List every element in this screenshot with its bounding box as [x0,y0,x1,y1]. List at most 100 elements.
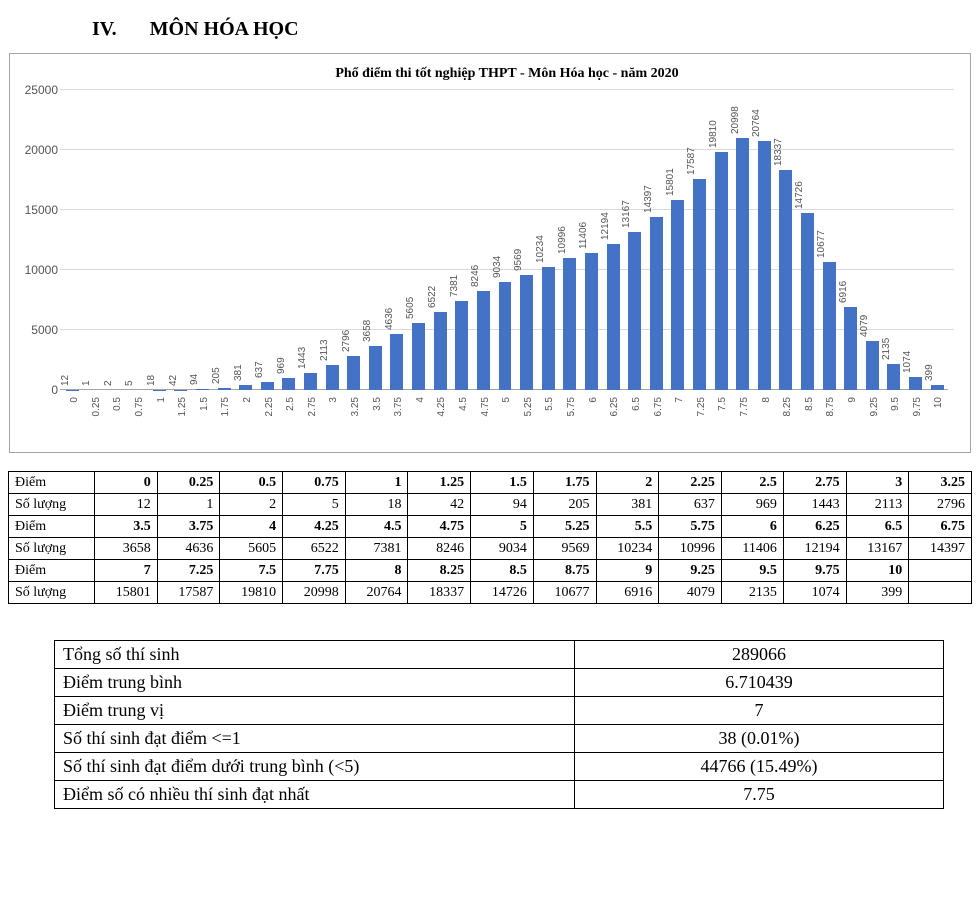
table-cell: 3.5 [95,516,158,538]
chart-x-label-slot: 2.5 [278,392,300,432]
chart-bar-value: 2 [103,380,114,386]
table-cell: 5 [283,494,346,516]
chart-x-label-slot: 1.25 [170,392,192,432]
chart-bar: 6522 [434,312,447,390]
table-row-label: Điểm [9,516,95,538]
chart-bar-value: 399 [924,365,935,382]
table-cell: 2 [220,494,283,516]
chart-bar: 17587 [693,179,706,390]
chart-bar-slot: 10234 [537,267,559,390]
table-cell: 9034 [471,538,534,560]
chart-bar: 1443 [304,373,317,390]
table-row: Số lượng15801175871981020998207641833714… [9,582,972,604]
chart-x-label-slot: 5 [494,392,516,432]
chart-bar: 20764 [758,141,771,390]
chart-bar-value: 42 [168,374,179,385]
chart-bar-value: 381 [233,365,244,382]
summary-value: 44766 (15.49%) [575,753,944,781]
chart-x-label-slot: 9.75 [905,392,927,432]
table-cell: 5 [471,516,534,538]
chart-bar-value: 8246 [470,265,481,287]
chart-bar-value: 18 [146,375,157,386]
chart-bar-slot: 7381 [451,301,473,390]
table-cell: 19810 [220,582,283,604]
chart-x-label: 4 [415,397,426,403]
chart-bar-slot: 2113 [321,365,343,390]
table-cell: 5.5 [596,516,659,538]
chart-bar-value: 4636 [384,308,395,330]
table-cell: 9.25 [659,560,722,582]
chart-x-label-slot: 9.25 [862,392,884,432]
chart-x-label: 6.5 [631,397,642,411]
chart-x-label-slot: 4.75 [473,392,495,432]
chart-x-label-slot: 0.5 [105,392,127,432]
chart-bar-value: 6916 [838,281,849,303]
chart-x-label-slot: 8.75 [818,392,840,432]
table-cell: 2135 [721,582,783,604]
chart-x-label: 7.25 [696,397,707,416]
table-cell: 8 [345,560,408,582]
summary-value: 289066 [575,641,944,669]
table-cell: 14726 [471,582,534,604]
chart-x-label: 6.25 [609,397,620,416]
table-cell: 5605 [220,538,283,560]
table-cell: 1074 [783,582,846,604]
table-cell: 4.75 [408,516,471,538]
chart-bar-value: 5 [124,380,135,386]
section-heading: IV. MÔN HÓA HỌC [92,18,972,41]
chart-y-tick: 20000 [25,143,58,157]
chart-x-label: 9 [847,397,858,403]
chart-y-tick: 0 [51,383,58,397]
chart-x-label-slot: 2 [235,392,257,432]
chart-x-label: 6.75 [653,397,664,416]
summary-label: Điểm số có nhiều thí sinh đạt nhất [55,781,575,809]
table-cell: 8246 [408,538,471,560]
chart-x-label-slot: 1 [148,392,170,432]
table-cell: 6916 [596,582,659,604]
table-cell: 11406 [721,538,783,560]
table-cell: 1.75 [533,472,596,494]
chart-x-label: 6 [588,397,599,403]
chart-x-label: 4.75 [480,397,491,416]
chart-x-label-slot: 7.25 [689,392,711,432]
chart-x-label-slot: 3.5 [365,392,387,432]
chart-x-label-slot: 0.75 [127,392,149,432]
chart-x-label-slot: 5.5 [537,392,559,432]
chart-bar-slot: 4079 [862,341,884,390]
chart-bar-slot: 9034 [494,282,516,390]
table-row-label: Số lượng [9,494,95,516]
chart-bar-value: 969 [276,358,287,375]
chart-bar: 969 [282,378,295,390]
table-row: Tổng số thí sinh289066 [55,641,944,669]
table-cell: 6522 [283,538,346,560]
chart-x-label-slot: 3 [321,392,343,432]
table-cell: 0 [95,472,158,494]
chart-x-label: 2.5 [285,397,296,411]
chart-x-label: 7 [674,397,685,403]
chart-bar: 4636 [390,334,403,390]
chart-y-tick: 15000 [25,203,58,217]
chart-bar: 11406 [585,253,598,390]
table-row-label: Điểm [9,472,95,494]
chart-bar-slot: 1443 [300,373,322,390]
table-cell: 4.5 [345,516,408,538]
score-distribution-chart: Phổ điểm thi tốt nghiệp THPT - Môn Hóa h… [9,53,971,453]
chart-x-label: 8.75 [825,397,836,416]
table-cell: 7381 [345,538,408,560]
chart-bar-value: 2796 [341,330,352,352]
chart-x-label: 2 [242,397,253,403]
table-cell: 2.5 [721,472,783,494]
summary-value: 6.710439 [575,669,944,697]
chart-x-label-slot: 3.75 [386,392,408,432]
table-cell: 6.5 [846,516,909,538]
summary-value: 7 [575,697,944,725]
chart-bar: 637 [261,382,274,390]
chart-x-label: 0 [69,397,80,403]
chart-bar-value: 9034 [492,255,503,277]
chart-bar: 8246 [477,291,490,390]
table-cell: 3.75 [157,516,220,538]
table-cell: 637 [659,494,722,516]
chart-bar: 7381 [455,301,468,390]
chart-bar-value: 9569 [513,249,524,271]
table-cell: 7.5 [220,560,283,582]
